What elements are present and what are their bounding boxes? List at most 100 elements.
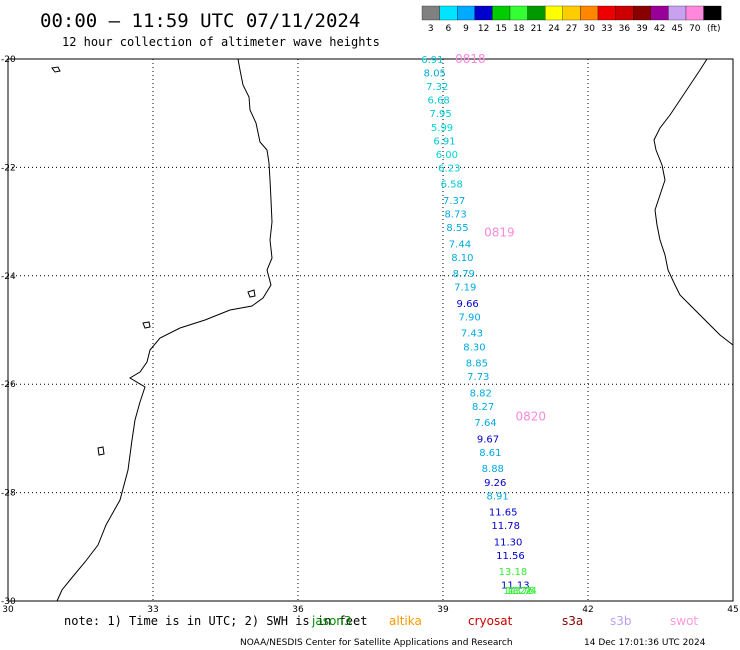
- page-subtitle: 12 hour collection of altimeter wave hei…: [62, 35, 380, 49]
- satellite-name: altika: [389, 614, 422, 628]
- island-3: [97, 446, 105, 456]
- satellite-name: s3b: [610, 614, 632, 628]
- legend-label: 9: [463, 24, 469, 34]
- wave-height-value: 8.10: [451, 253, 473, 264]
- legend-label: 70: [689, 24, 701, 34]
- wave-height-value: 9.26: [484, 478, 506, 489]
- wave-height-value: 6.68: [428, 96, 450, 107]
- legend-label: 30: [583, 24, 595, 34]
- axis-tick-labels: 30 33 36 39 42 45 -20 -22 -24 -26 -28 -30: [1, 55, 739, 615]
- wave-height-value: 8.79: [453, 269, 475, 280]
- y-tick-label: -30: [1, 597, 16, 607]
- x-tick-label: 36: [292, 605, 304, 615]
- x-tick-label: 45: [727, 605, 738, 615]
- wave-height-observations: 6.91 8.05 7.32 6.68 7.95 5.99 6.91 6.00 6.23 6.58…: [421, 55, 537, 597]
- legend-label: 15: [495, 24, 506, 34]
- island-2: [142, 321, 151, 329]
- color-legend: 3 6 9 12 15 18 21 24 27 30 33 36 39 42 45 70: [421, 5, 722, 34]
- wave-height-value: 14.22: [503, 586, 532, 597]
- legend-label: 39: [636, 24, 648, 34]
- wave-height-value: 7.44: [449, 239, 471, 250]
- legend-swatch: [545, 5, 563, 21]
- wave-height-value: 11.65: [489, 508, 518, 519]
- wave-height-value: 8.27: [472, 402, 494, 413]
- grid-lines: [8, 59, 733, 601]
- pass-time-labels: 0818 0819 0820: [455, 52, 546, 424]
- x-tick-label: 33: [147, 605, 158, 615]
- legend-swatch: [492, 5, 511, 21]
- y-tick-label: -24: [1, 272, 16, 282]
- y-tick-label: -22: [1, 163, 16, 173]
- wave-height-value: 7.73: [467, 372, 489, 383]
- satellite-legend: jason3 altika cryosat s3a s3b swot: [311, 614, 698, 628]
- legend-swatch: [527, 5, 546, 21]
- legend-label: 36: [619, 24, 631, 34]
- wave-height-value: 6.58: [441, 180, 463, 191]
- legend-swatch: [668, 5, 687, 21]
- pass-time-label: 0819: [484, 225, 515, 239]
- y-tick-label: -28: [1, 489, 16, 499]
- legend-swatch: [685, 5, 704, 21]
- wave-height-value: 8.61: [479, 448, 501, 459]
- wave-height-value: 7.95: [429, 109, 451, 120]
- wave-height-value: 7.64: [474, 418, 496, 429]
- wave-height-value: 7.19: [454, 283, 476, 294]
- x-tick-label: 30: [2, 605, 14, 615]
- island-1: [51, 66, 61, 73]
- island-4: [247, 289, 256, 298]
- legend-swatch: [474, 5, 493, 21]
- legend-swatch: [457, 5, 475, 21]
- credit-line: NOAA/NESDIS Center for Satellite Applica…: [240, 638, 513, 648]
- coastline: [51, 58, 734, 602]
- coastline-mozambique: [56, 58, 273, 602]
- legend-swatch: [421, 5, 440, 21]
- wave-height-value: 8.88: [482, 464, 504, 475]
- legend-label: 3: [428, 24, 434, 34]
- legend-unit: (ft): [707, 24, 721, 34]
- generated-timestamp: 14 Dec 17:01:36 UTC 2024: [584, 638, 706, 648]
- y-tick-label: -26: [1, 380, 16, 390]
- wave-height-value: 8.05: [424, 69, 446, 80]
- wave-height-value: 7.37: [443, 196, 465, 207]
- legend-label: 45: [671, 24, 682, 34]
- wave-height-value: 6.91: [433, 136, 455, 147]
- wave-height-value: 11.13: [501, 581, 530, 592]
- wave-height-value: 9.67: [477, 434, 499, 445]
- legend-swatch: [580, 5, 599, 21]
- legend-label: 33: [601, 24, 612, 34]
- x-tick-label: 42: [582, 605, 593, 615]
- legend-swatch: [597, 5, 616, 21]
- legend-label: 6: [446, 24, 452, 34]
- footer-note: note: 1) Time is in UTC; 2) SWH is in fe…: [64, 614, 367, 628]
- coastline-madagascar: [653, 58, 734, 346]
- wave-height-value: 13.76: [506, 586, 535, 597]
- wave-height-value: 6.23: [438, 163, 460, 174]
- wave-height-value: 7.90: [458, 312, 480, 323]
- legend-swatch: [615, 5, 634, 21]
- wave-height-value: 8.73: [444, 209, 466, 220]
- satellite-name: jason3: [311, 614, 352, 628]
- legend-label: 18: [513, 24, 525, 34]
- legend-label: 21: [531, 24, 542, 34]
- legend-swatch: [562, 5, 581, 21]
- wave-height-value: 11.30: [494, 537, 523, 548]
- legend-swatch: [633, 5, 651, 21]
- page-title: 00:00 – 11:59 UTC 07/11/2024: [40, 10, 360, 32]
- wave-height-value: 8.91: [487, 491, 509, 502]
- legend-label: 42: [654, 24, 665, 34]
- legend-swatch: [703, 5, 722, 21]
- wave-height-value: 5.99: [431, 123, 453, 134]
- wave-height-value: 6.00: [436, 150, 458, 161]
- wave-height-value: 7.43: [461, 329, 483, 340]
- wave-height-value: 13.74: [508, 586, 537, 597]
- wave-height-value: 8.85: [466, 359, 488, 370]
- wave-height-value: 8.30: [463, 342, 485, 353]
- map-frame: [7, 58, 734, 602]
- wave-height-value: 8.82: [470, 388, 492, 399]
- legend-swatch: [509, 5, 528, 21]
- x-tick-label: 39: [437, 605, 449, 615]
- pass-time-label: 0818: [455, 52, 486, 66]
- legend-label: 12: [478, 24, 489, 34]
- wave-height-value: 9.66: [457, 299, 479, 310]
